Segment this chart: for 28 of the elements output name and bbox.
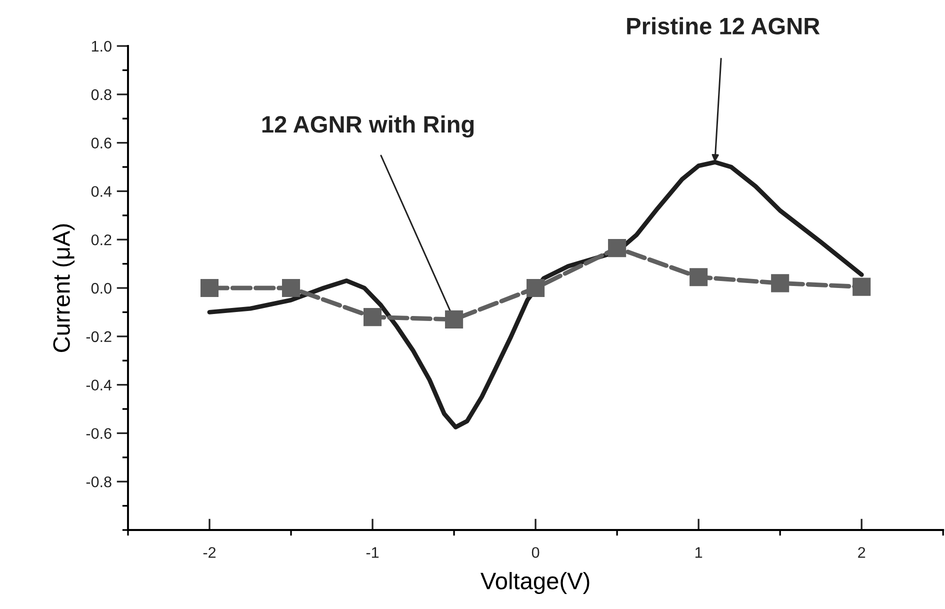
x-tick-label: 1 — [695, 547, 702, 558]
y-tick-label: 0.4 — [91, 186, 112, 197]
y-tick-label: 0.2 — [91, 234, 112, 246]
point — [445, 310, 464, 328]
y-tick-label: 0.8 — [91, 89, 112, 100]
point — [200, 278, 219, 298]
x-tick-label: -2 — [203, 547, 216, 558]
annotation: Pristine 12 AGNR — [627, 17, 820, 34]
point — [282, 278, 300, 298]
y-tick-label: -0.2 — [86, 331, 112, 342]
point — [690, 268, 708, 286]
annotation: 12 AGNR with Ring — [262, 115, 474, 138]
point — [608, 239, 626, 258]
point — [364, 308, 382, 326]
y-tick-label: -0.8 — [86, 476, 112, 488]
y-axis-title: Current (μA) — [52, 224, 75, 352]
point — [771, 274, 790, 292]
x-tick-label: 0 — [532, 547, 540, 558]
y-tick-label: 1.0 — [92, 40, 112, 52]
point — [852, 278, 871, 296]
x-tick-label: 2 — [858, 547, 866, 558]
y-tick-label: -0.6 — [86, 428, 112, 439]
x-axis-title: Voltage(V) — [480, 572, 590, 594]
y-tick-label: -0.4 — [86, 380, 112, 390]
point — [526, 278, 545, 298]
y-tick-label: 0.6 — [91, 138, 112, 148]
x-tick-label: -1 — [366, 547, 379, 558]
y-tick-label: 0.0 — [91, 282, 112, 294]
